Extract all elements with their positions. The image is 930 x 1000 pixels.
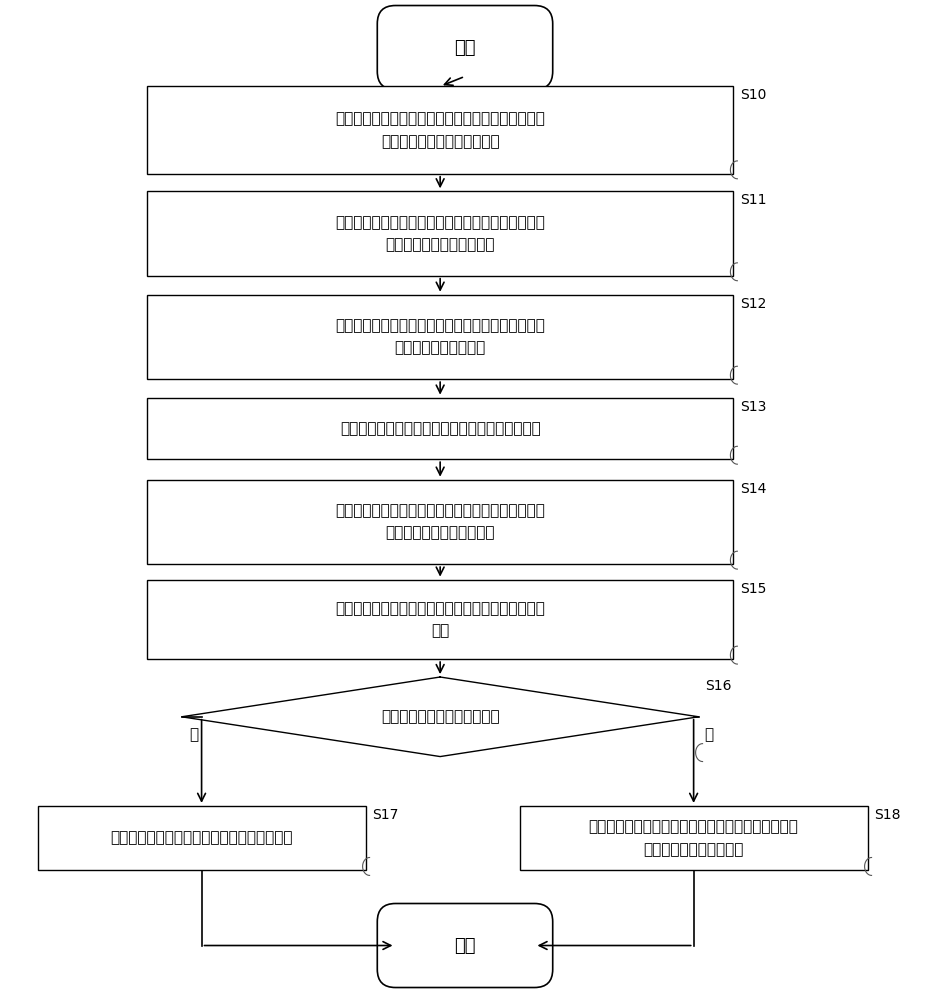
- Bar: [147, 480, 734, 564]
- Text: S12: S12: [740, 297, 766, 311]
- Text: S15: S15: [740, 582, 766, 596]
- FancyBboxPatch shape: [378, 904, 552, 988]
- Text: 控制变速箱以当前实际速比输出，以使发动机以实际
转速和实际输出扭矩输出: 控制变速箱以当前实际速比输出，以使发动机以实际 转速和实际输出扭矩输出: [589, 820, 799, 857]
- Text: 采集变速箱的实际速比和目标速比、发动机的实际输
出扭矩以及发动机的实际转速: 采集变速箱的实际速比和目标速比、发动机的实际输 出扭矩以及发动机的实际转速: [335, 111, 545, 149]
- Bar: [520, 806, 868, 870]
- Bar: [147, 191, 734, 276]
- FancyBboxPatch shape: [378, 6, 552, 90]
- Text: S11: S11: [740, 193, 767, 207]
- Bar: [37, 806, 365, 870]
- Bar: [147, 295, 734, 379]
- Bar: [147, 86, 734, 174]
- Text: S10: S10: [740, 88, 766, 102]
- Text: 开始: 开始: [454, 39, 476, 57]
- Text: S18: S18: [874, 808, 901, 822]
- Text: 控制变速箱的实际速比的变化率降低至目标值: 控制变速箱的实际速比的变化率降低至目标值: [111, 831, 293, 846]
- Text: S13: S13: [740, 400, 766, 414]
- Text: 计算实际转速和目标速比的乘积与实际速比的比值，
得到发动机的预期转速: 计算实际转速和目标速比的乘积与实际速比的比值， 得到发动机的预期转速: [335, 318, 545, 356]
- Text: 判断扭矩差值是否超出预设值: 判断扭矩差值是否超出预设值: [381, 709, 499, 724]
- Text: 计算预期输出扭矩与目标速比的乘积，得到变速箱的
输出轴端的预期需求扭矩值: 计算预期输出扭矩与目标速比的乘积，得到变速箱的 输出轴端的预期需求扭矩值: [335, 503, 545, 540]
- Text: 计算实际速比与实际输出扭矩的乘积，得到变速箱的
输出轴端的实际需求扭矩值: 计算实际速比与实际输出扭矩的乘积，得到变速箱的 输出轴端的实际需求扭矩值: [335, 215, 545, 252]
- Text: S16: S16: [706, 679, 732, 693]
- Text: 对实际需求扭矩值和预期需求扭矩值作差，得到扭矩
差值: 对实际需求扭矩值和预期需求扭矩值作差，得到扭矩 差值: [335, 601, 545, 638]
- Bar: [147, 580, 734, 659]
- Text: 利用发动机的预期转速计算发动机的预期输出扭矩: 利用发动机的预期转速计算发动机的预期输出扭矩: [339, 421, 540, 436]
- Text: S17: S17: [373, 808, 399, 822]
- Text: 是: 是: [189, 727, 198, 742]
- Text: 结束: 结束: [454, 937, 476, 955]
- Text: 否: 否: [704, 727, 713, 742]
- Polygon shape: [181, 677, 698, 757]
- Text: S14: S14: [740, 482, 766, 496]
- Bar: [147, 398, 734, 459]
